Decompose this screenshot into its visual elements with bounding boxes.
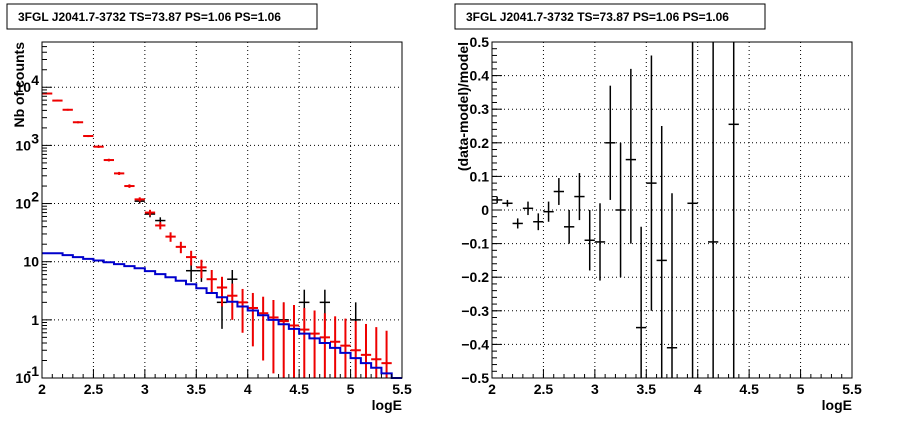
counts-plot-frame — [41, 41, 403, 379]
x-tick-label: 3 — [141, 381, 149, 397]
x-tick-label: 4 — [694, 381, 702, 397]
x-tick-label: 2.5 — [534, 381, 554, 397]
y-tick-label: 0 — [481, 202, 489, 218]
x-tick-label: 2.5 — [84, 381, 104, 397]
residuals-y-axis-label: (data-model)/model — [455, 42, 471, 171]
y-tick-label: 10 — [15, 137, 31, 153]
counts-chart-title: 3FGL J2041.7-3732 TS=73.87 PS=1.06 PS=1.… — [18, 10, 281, 24]
x-tick-label: 3.5 — [187, 381, 207, 397]
y-tick-label: 1 — [31, 312, 39, 328]
x-tick-label: 2 — [38, 381, 46, 397]
residuals-title-box — [454, 3, 766, 30]
residuals-panel: 3FGL J2041.7-3732 TS=73.87 PS=1.06 PS=1.… — [454, 3, 862, 413]
y-tick-label: −0.3 — [461, 303, 489, 319]
y-tick-label: −0.1 — [461, 236, 489, 252]
y-tick-label: 0.5 — [470, 34, 490, 50]
y-tick-label: 0.2 — [470, 135, 490, 151]
y-tick-label: 0.4 — [470, 68, 490, 84]
x-tick-label: 3 — [591, 381, 599, 397]
x-tick-label: 3.5 — [637, 381, 657, 397]
y-tick-exponent: 4 — [31, 72, 39, 88]
counts-y-axis-label: Nb of counts — [11, 42, 27, 128]
y-tick-label: 10 — [15, 79, 31, 95]
x-tick-label: 5 — [347, 381, 355, 397]
y-tick-label: 0.1 — [470, 168, 490, 184]
y-tick-label: −0.4 — [461, 336, 489, 352]
x-tick-label: 5 — [797, 381, 805, 397]
y-tick-label: 10 — [23, 254, 39, 270]
x-tick-label: 4 — [244, 381, 252, 397]
x-tick-label: 5.5 — [392, 381, 412, 397]
y-tick-exponent: -1 — [27, 363, 40, 379]
counts-x-axis-label: logE — [372, 397, 402, 413]
y-tick-exponent: 3 — [31, 130, 39, 146]
residuals-x-axis-label: logE — [822, 397, 852, 413]
y-tick-exponent: 2 — [31, 189, 39, 205]
residuals-axes: 2 2.5 3 3.5 4 4.5 5 5.5 −0.5 −0.4 −0.3 −0.2 −0.1 0 0.1… — [461, 34, 862, 397]
x-tick-label: 4.5 — [739, 381, 759, 397]
y-tick-label: 10 — [15, 370, 31, 386]
x-tick-label: 5.5 — [842, 381, 862, 397]
counts-marks — [42, 92, 402, 379]
y-tick-label: 10 — [15, 196, 31, 212]
counts-title-box — [6, 3, 318, 30]
counts-panel: 3FGL J2041.7-3732 TS=73.87 PS=1.06 PS=1.… — [6, 3, 412, 413]
counts-grid — [42, 42, 402, 378]
y-tick-label: −0.2 — [461, 269, 489, 285]
residuals-chart-title: 3FGL J2041.7-3732 TS=73.87 PS=1.06 PS=1.… — [466, 10, 729, 24]
x-tick-label: 4.5 — [289, 381, 309, 397]
x-tick-label: 2 — [488, 381, 496, 397]
y-tick-label: −0.5 — [461, 370, 489, 386]
residuals-marks — [492, 42, 739, 378]
y-tick-label: 0.3 — [470, 101, 490, 117]
model-step-line — [42, 252, 402, 379]
